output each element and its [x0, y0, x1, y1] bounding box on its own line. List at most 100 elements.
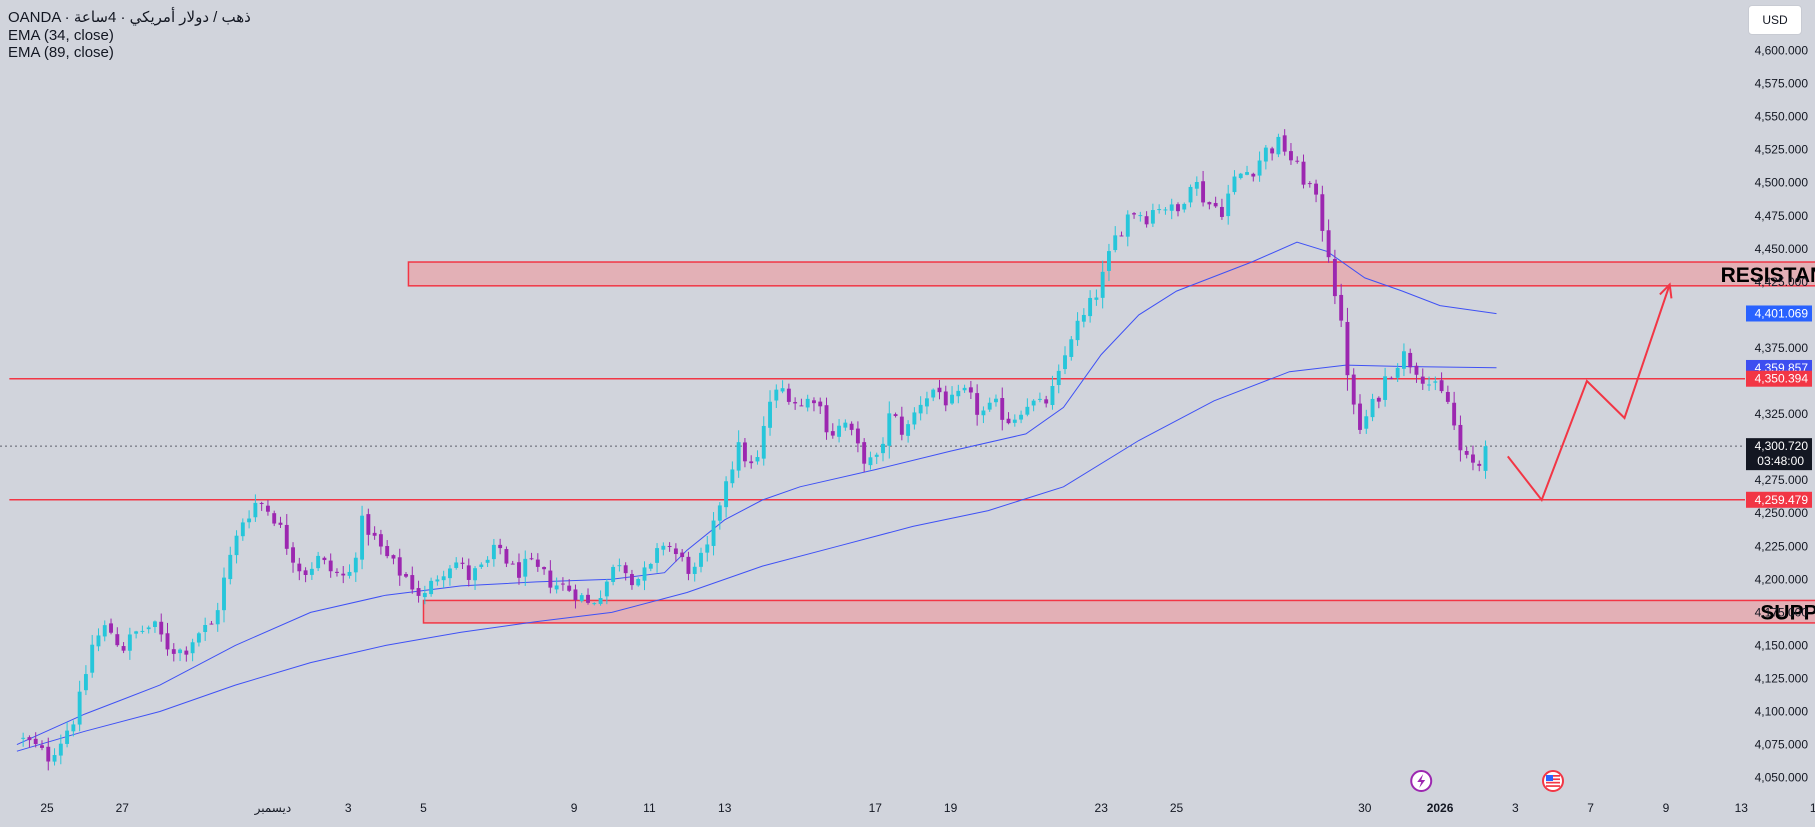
candle-body: [442, 576, 446, 580]
candle-body: [147, 627, 151, 629]
candle-body: [781, 388, 785, 391]
candle-body: [661, 546, 665, 550]
candle-body: [134, 631, 138, 633]
candle-body: [354, 558, 358, 573]
candle-body: [461, 563, 465, 564]
y-tick-label: 4,325.000: [1755, 407, 1809, 421]
candle-body: [925, 398, 929, 406]
y-tick-label: 4,575.000: [1755, 77, 1809, 91]
candle-body: [1408, 353, 1412, 367]
candle-body: [1176, 204, 1180, 211]
candle-body: [1264, 148, 1268, 162]
candle-body: [115, 634, 119, 645]
candle-body: [197, 633, 201, 642]
candle-body: [956, 391, 960, 396]
ema-line-89: [17, 365, 1497, 751]
candle-body: [975, 393, 979, 415]
candle-body: [1446, 392, 1450, 402]
candle-body: [1458, 425, 1462, 450]
candle-body: [1377, 398, 1381, 402]
candle-body: [1440, 380, 1444, 391]
x-tick-label: 9: [1663, 801, 1670, 815]
ema89-legend[interactable]: EMA (89, close): [8, 44, 251, 62]
candle-body: [938, 388, 942, 392]
candle-body: [65, 731, 69, 744]
flag-stripe: [1546, 785, 1560, 787]
candle-body: [837, 426, 841, 437]
candle-body: [153, 621, 157, 627]
candle-body: [429, 581, 433, 594]
candle-body: [1465, 451, 1469, 455]
candle-body: [1069, 339, 1073, 357]
candle-body: [1157, 209, 1161, 210]
candle-body: [241, 522, 245, 536]
candle-body: [1339, 295, 1343, 321]
candle-body: [1433, 381, 1437, 382]
candle-body: [291, 547, 295, 562]
candle-body: [266, 506, 270, 512]
candle-body: [1346, 322, 1350, 375]
ema34-legend[interactable]: EMA (34, close): [8, 27, 251, 45]
candle-body: [1051, 386, 1055, 405]
candle-body: [103, 625, 107, 636]
candle-body: [988, 403, 992, 410]
candle-body: [1484, 446, 1488, 471]
x-tick-label: 15: [1810, 801, 1815, 815]
candle-body: [912, 412, 916, 424]
candle-body: [1201, 181, 1205, 202]
candle-body: [1138, 215, 1142, 216]
candle-body: [1120, 235, 1124, 236]
y-tick-label: 4,500.000: [1755, 176, 1809, 190]
y-tick-label: 4,450.000: [1755, 242, 1809, 256]
candle-body: [417, 588, 421, 596]
candle-body: [875, 455, 879, 457]
candle-body: [1013, 420, 1017, 423]
candle-body: [159, 622, 163, 635]
candle-body: [655, 548, 659, 563]
y-tick-label: 4,250.000: [1755, 506, 1809, 520]
candle-body: [787, 389, 791, 402]
x-tick-label: 3: [1512, 801, 1519, 815]
candle-body: [592, 603, 596, 604]
candle-body: [931, 390, 935, 398]
y-tick-label: 4,600.000: [1755, 44, 1809, 58]
candle-body: [812, 400, 816, 403]
candle-body: [1320, 194, 1324, 231]
candle-body: [209, 624, 213, 625]
candle-body: [617, 565, 621, 566]
candle-body: [730, 469, 734, 483]
candle-body: [944, 391, 948, 405]
candle-body: [900, 417, 904, 435]
candle-body: [1364, 416, 1368, 428]
candle-body: [1113, 235, 1117, 250]
candle-body: [1314, 184, 1318, 195]
candle-body: [887, 413, 891, 445]
candle-body: [479, 565, 483, 567]
candle-body: [1195, 182, 1199, 189]
candle-body: [1076, 321, 1080, 340]
candle-body: [21, 738, 25, 739]
candle-body: [530, 558, 534, 559]
candle-body: [743, 442, 747, 461]
candle-body: [260, 503, 264, 504]
candle-body: [586, 595, 590, 603]
candle-body: [310, 569, 314, 575]
candle-body: [1396, 368, 1400, 378]
candle-body: [793, 402, 797, 403]
candle-body: [699, 553, 703, 567]
candle-body: [1477, 464, 1481, 466]
candle-body: [78, 692, 82, 725]
candle-body: [963, 388, 967, 390]
candle-body: [768, 402, 772, 428]
x-tick-label: 23: [1095, 801, 1109, 815]
y-tick-label: 4,425.000: [1755, 275, 1809, 289]
y-tick-label: 4,150.000: [1755, 638, 1809, 652]
currency-button[interactable]: USD: [1748, 5, 1802, 35]
candle-body: [203, 625, 207, 632]
x-tick-label: 13: [718, 801, 732, 815]
candle-body: [511, 564, 515, 565]
symbol-title[interactable]: OANDA · ذهب / دولار أمريكي · 4ساعة: [8, 9, 251, 27]
candle-body: [843, 423, 847, 428]
